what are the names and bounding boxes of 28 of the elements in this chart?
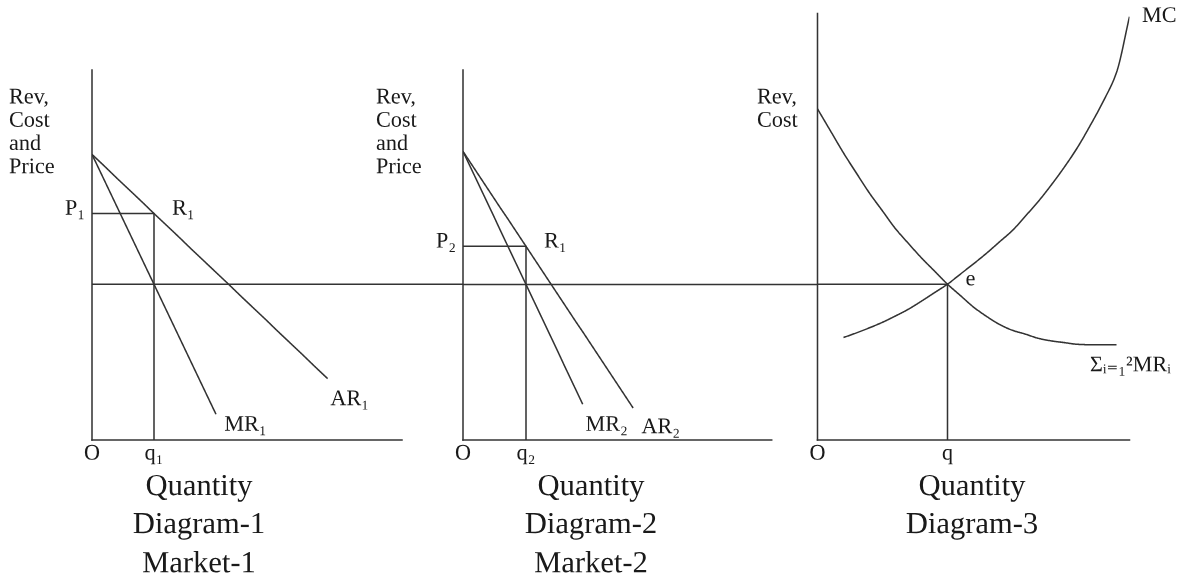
y-axis-title: Rev, Cost: [757, 88, 798, 127]
series-label: AR₂: [641, 418, 679, 438]
text: Market-2: [535, 551, 647, 573]
series-label: MR₁: [224, 416, 266, 436]
text: Diagram-2: [525, 512, 656, 540]
text: Diagram-3: [906, 512, 1037, 540]
annotation: R₁: [172, 200, 194, 220]
series-label: AR₁: [330, 390, 368, 410]
x-tick-label: O: [455, 444, 471, 460]
annotation: R₁: [544, 232, 566, 252]
x-tick-label: O: [84, 444, 100, 460]
text: Diagram-1: [133, 512, 264, 540]
text: Market-1: [143, 551, 255, 573]
x-axis-title: Quantity: [538, 474, 645, 502]
y-axis-title: Rev, Cost and Price: [9, 88, 54, 174]
y-axis-title: Rev, Cost and Price: [376, 88, 421, 174]
series-label: Σᵢ₌₁²MRᵢ: [1090, 356, 1171, 376]
x-tick-label: O: [810, 444, 825, 460]
x-axis-title: Quantity: [146, 474, 253, 502]
series-label: MR₂: [586, 416, 627, 436]
annotation: P₁: [65, 200, 84, 220]
annotation: P₂: [436, 232, 455, 253]
x-tick-label: q₁: [145, 448, 162, 465]
x-tick-label: q: [942, 448, 953, 465]
x-axis-title: Quantity: [919, 474, 1026, 502]
x-tick-label: q₂: [517, 448, 535, 465]
series-label: MC: [1142, 7, 1176, 23]
annotation: e: [966, 274, 975, 286]
